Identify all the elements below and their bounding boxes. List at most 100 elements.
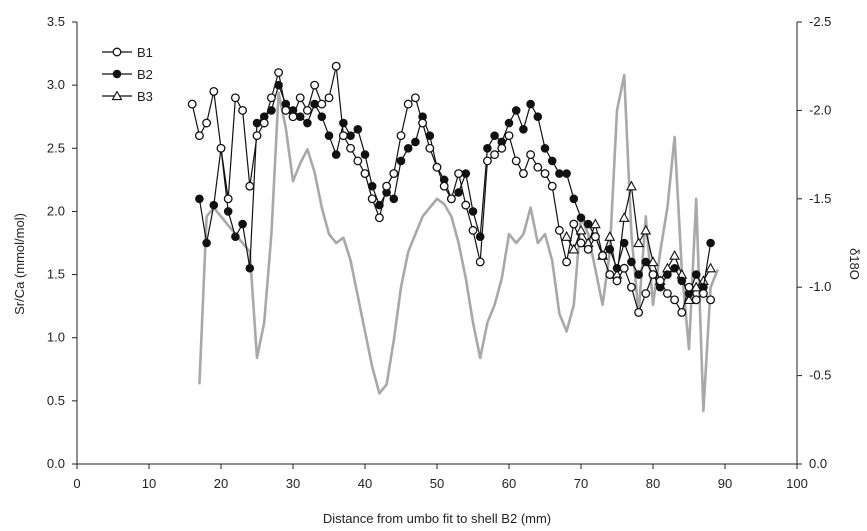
data-point	[555, 169, 564, 178]
data-point	[590, 232, 600, 242]
series-delta-18o	[198, 73, 720, 413]
plot-frame	[76, 22, 798, 465]
data-point	[295, 112, 305, 122]
data-point	[605, 270, 615, 280]
data-point	[648, 270, 658, 280]
data-point	[223, 194, 233, 204]
y-tick-label: 3.0	[47, 77, 65, 92]
x-tick-label: 90	[718, 476, 732, 491]
data-point	[482, 156, 492, 166]
data-point	[698, 289, 708, 298]
data-point	[633, 237, 645, 248]
data-point	[589, 218, 601, 229]
data-point	[360, 150, 370, 159]
data-point	[230, 93, 240, 103]
data-point	[511, 106, 521, 115]
data-point	[403, 143, 413, 153]
data-point	[583, 244, 593, 254]
data-point	[389, 169, 399, 178]
data-point	[669, 249, 681, 260]
data-point	[439, 181, 449, 191]
data-point	[360, 169, 370, 178]
data-point	[504, 131, 514, 141]
y-tick-label: 2.0	[47, 203, 65, 218]
data-point	[647, 256, 659, 267]
x-tick-label: 50	[430, 476, 444, 491]
series-b1	[187, 61, 716, 317]
data-point	[252, 118, 262, 128]
data-point	[252, 131, 262, 141]
data-point	[353, 125, 363, 134]
data-point	[367, 194, 377, 204]
data-point	[288, 112, 298, 122]
y2-tick-label: -1.0	[809, 279, 831, 294]
legend-label: B1	[137, 45, 153, 60]
data-point	[526, 150, 536, 160]
data-point	[303, 118, 312, 128]
y2-tick-label: -2.0	[809, 102, 831, 117]
data-point	[619, 263, 629, 273]
data-point	[346, 143, 356, 153]
data-point	[562, 169, 571, 178]
data-point	[187, 99, 197, 109]
legend-marker	[112, 47, 122, 57]
data-point	[612, 263, 622, 273]
legend-label: B3	[137, 89, 153, 104]
data-point	[670, 295, 680, 305]
data-point	[575, 224, 587, 235]
data-point	[331, 61, 341, 71]
data-point	[202, 118, 212, 128]
legend: B1 B2 B3	[102, 45, 153, 104]
data-point	[317, 112, 327, 122]
series-layer	[187, 61, 720, 413]
data-point	[195, 194, 204, 204]
data-point	[569, 194, 579, 204]
y2-tick-label: -1.5	[809, 191, 831, 206]
legend-item-b1: B1	[102, 45, 153, 60]
data-point	[389, 194, 399, 204]
data-point	[598, 251, 608, 261]
data-point	[526, 99, 535, 109]
data-point	[706, 295, 716, 305]
data-point	[338, 131, 348, 141]
data-point	[662, 289, 672, 298]
data-point	[690, 281, 702, 292]
data-point	[346, 131, 355, 140]
data-point	[475, 257, 485, 267]
data-point	[576, 238, 586, 248]
data-point	[410, 93, 420, 103]
data-point	[266, 93, 276, 103]
data-point	[411, 137, 420, 147]
data-point	[511, 156, 521, 166]
data-point	[274, 68, 284, 77]
data-point	[519, 125, 528, 134]
x-tick-label: 20	[214, 476, 228, 491]
data-point	[540, 143, 550, 153]
data-point	[677, 276, 687, 286]
y-tick-label: 2.5	[47, 140, 65, 155]
y2-tick-label: -0.5	[809, 368, 831, 383]
data-point	[396, 156, 406, 166]
data-point	[625, 180, 637, 191]
data-point	[634, 270, 643, 279]
data-point	[626, 282, 636, 292]
series-line	[198, 73, 720, 413]
data-point	[468, 225, 478, 235]
data-point	[454, 169, 464, 178]
data-point	[374, 213, 384, 223]
data-point	[281, 105, 291, 115]
x-tick-label: 0	[73, 476, 80, 491]
y2-tick-label: -2.5	[809, 14, 831, 29]
x-axis-title: Distance from umbo fit to shell B2 (mm)	[323, 511, 551, 526]
data-point	[468, 207, 478, 216]
data-point	[641, 289, 651, 298]
data-point	[432, 162, 442, 172]
data-point	[691, 270, 701, 279]
data-point	[641, 257, 651, 267]
y-axis-title: Sr/Ca (mmol/mol)	[12, 213, 27, 315]
x-tick-label: 10	[142, 476, 156, 491]
data-point	[194, 131, 204, 141]
data-point	[259, 118, 269, 128]
data-point	[634, 308, 644, 317]
